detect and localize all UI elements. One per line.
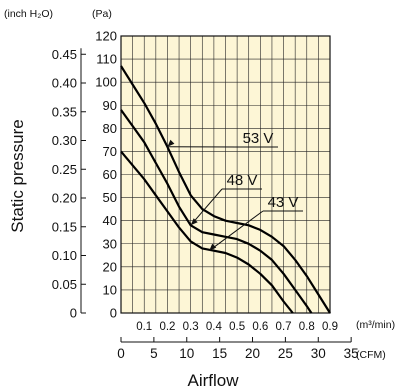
x-tick-label-cfm: 5 [150, 346, 158, 361]
y-tick-label-pa: 110 [96, 52, 117, 67]
x-unit-cfm: (CFM) [356, 349, 386, 361]
y-tick-label-inch: 0.45 [52, 47, 77, 62]
y-tick-label-pa: 100 [95, 75, 117, 90]
axes: 010203040506070809010011012000.050.100.1… [52, 29, 359, 362]
x-tick-label-m3min: 0.1 [136, 321, 152, 333]
x-tick-label-m3min: 0.6 [252, 321, 268, 333]
y-tick-label-inch: 0 [70, 306, 77, 321]
y-tick-label-inch: 0.30 [52, 133, 77, 148]
y-tick-label-pa: 40 [103, 213, 117, 228]
x-tick-label-m3min: 0.2 [159, 321, 175, 333]
series-line [120, 65, 331, 314]
y-tick-label-inch: 0.35 [52, 104, 77, 119]
grid [120, 35, 331, 314]
y-tick-label-pa: 80 [103, 121, 117, 136]
y-tick-label-pa: 90 [103, 98, 117, 113]
x-tick-label-m3min: 0.7 [276, 321, 292, 333]
y-tick-label-pa: 30 [103, 236, 117, 251]
x-tick-label-cfm: 0 [117, 346, 125, 361]
x-tick-label-m3min: 0.3 [183, 321, 199, 333]
series-line [120, 150, 294, 314]
x-tick-label-m3min: 0.9 [322, 321, 338, 333]
y-tick-label-inch: 0.40 [52, 76, 77, 91]
y-tick-label-pa: 50 [103, 190, 117, 205]
x-tick-label-cfm: 20 [245, 346, 260, 361]
y-tick-label-pa: 120 [95, 29, 117, 44]
series-label: 43 V [268, 194, 299, 211]
callout-arrowhead [167, 139, 175, 147]
x-tick-label-cfm: 10 [179, 346, 194, 361]
y-axis-title: Static pressure [8, 119, 27, 232]
x-tick-label-m3min: 0.4 [206, 321, 223, 333]
y-unit-pa: (Pa) [92, 8, 112, 20]
y-tick-label-inch: 0.05 [52, 277, 77, 292]
callout-leader-line [208, 210, 264, 252]
y-tick-label-pa: 10 [103, 282, 117, 297]
series-label: 53 V [243, 130, 274, 147]
y-unit-inch: (inch H₂O) [4, 8, 53, 20]
callout-leader-line [190, 188, 223, 226]
series-label: 48 V [227, 172, 258, 189]
callout-arrowhead [190, 218, 198, 226]
x-tick-label-cfm: 25 [278, 346, 293, 361]
x-tick-label-cfm: 15 [212, 346, 227, 361]
series-lines [120, 65, 331, 314]
x-tick-label-m3min: 0.8 [299, 321, 315, 333]
y-tick-label-inch: 0.10 [52, 248, 77, 263]
y-tick-label-inch: 0.20 [52, 191, 77, 206]
y-tick-label-pa: 60 [103, 167, 117, 182]
labels: 53 V 48 V 43 V [167, 130, 303, 252]
y-tick-label-inch: 0.25 [52, 162, 77, 177]
y-tick-label-pa: 0 [110, 306, 117, 321]
y-tick-label-pa: 70 [103, 144, 117, 159]
y-tick-label-pa: 20 [103, 259, 117, 274]
x-tick-label-cfm: 35 [344, 346, 359, 361]
x-unit-m3min: (m³/min) [356, 319, 395, 331]
plot-border [120, 35, 331, 314]
series-line [120, 109, 313, 314]
x-tick-label-m3min: 0.5 [229, 321, 245, 333]
callout-arrowhead [209, 243, 217, 251]
y-tick-label-inch: 0.15 [52, 219, 77, 234]
x-axis-title: Airflow [187, 371, 239, 390]
x-tick-label-cfm: 30 [311, 346, 326, 361]
